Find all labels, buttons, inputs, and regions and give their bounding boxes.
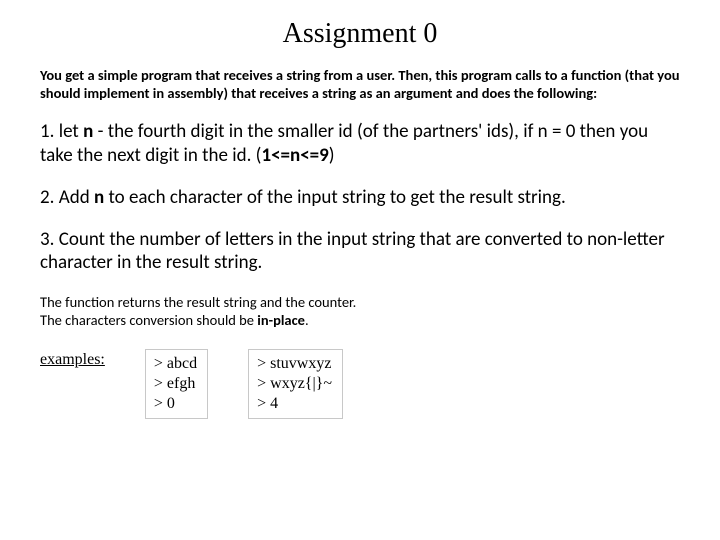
examples-row: examples: > abcd > efgh > 0 > stuvwxyz >… [40,349,680,419]
step2-n: n [94,186,104,209]
foot-post: . [305,311,309,329]
ex2-line3: > 4 [257,394,332,414]
footnote-line2: The characters conversion should be in-p… [40,311,680,329]
step1-n: n [83,120,93,143]
step-3: 3. Count the number of letters in the in… [40,228,680,276]
ex1-line3: > 0 [154,394,197,414]
ex2-line1: > stuvwxyz [257,354,332,374]
step1-range: 1<=n<=9 [261,144,328,167]
foot-bold: in-place [257,311,305,329]
example-box-1: > abcd > efgh > 0 [145,349,208,419]
step1-post: ) [329,144,335,167]
step2-post: to each character of the input string to… [104,186,566,209]
footnote: The function returns the result string a… [40,293,680,329]
step1-pre: 1. let [40,120,83,143]
step2-pre: 2. Add [40,186,94,209]
step-2: 2. Add n to each character of the input … [40,186,680,210]
ex2-line2: > wxyz{|}~ [257,374,332,394]
page-title: Assignment 0 [40,18,680,50]
foot-pre: The characters conversion should be [40,311,257,329]
ex1-line1: > abcd [154,354,197,374]
intro-paragraph: You get a simple program that receives a… [40,66,680,102]
examples-label: examples: [40,349,105,369]
example-box-2: > stuvwxyz > wxyz{|}~ > 4 [248,349,343,419]
step-1: 1. let n - the fourth digit in the small… [40,120,680,168]
step1-mid: - the fourth digit in the smaller id (of… [40,120,648,167]
ex1-line2: > efgh [154,374,197,394]
footnote-line1: The function returns the result string a… [40,293,680,311]
